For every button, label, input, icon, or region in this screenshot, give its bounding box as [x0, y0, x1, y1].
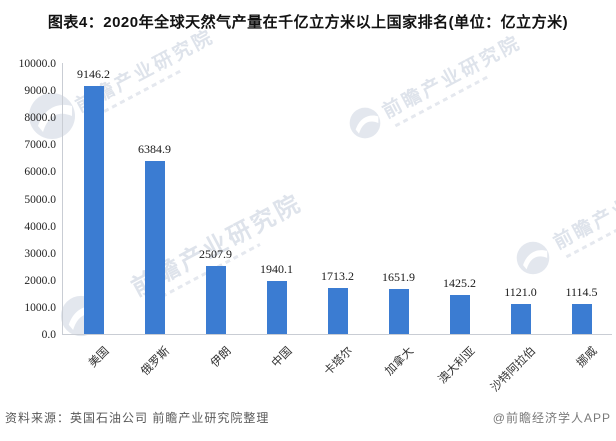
chart-bar [266, 281, 287, 334]
bar-slot: 6384.9 俄罗斯 [124, 63, 185, 378]
chart-bar [388, 289, 409, 334]
y-axis-tick-label: 3000.0 [24, 247, 56, 260]
bar-slot: 1940.1 中国 [246, 63, 307, 369]
bar-value-label: 1713.2 [321, 268, 354, 283]
bar-slot: 1425.2 澳大利亚 [429, 63, 490, 386]
source-note: 资料来源：英国石油公司 前瞻产业研究院整理 [5, 411, 270, 425]
bar-slot: 9146.2 美国 [63, 63, 124, 370]
bar-slot: 1114.5 挪威 [551, 63, 612, 370]
chart-bar [327, 287, 348, 334]
chart-bar [571, 303, 592, 334]
y-axis-tick-label: 10000.0 [18, 58, 56, 70]
bar-value-label: 6384.9 [138, 141, 171, 156]
x-axis-label: 沙特阿拉伯 [488, 345, 539, 395]
chart-bar [144, 160, 165, 334]
x-axis-label: 加拿大 [383, 345, 417, 379]
x-axis-label: 中国 [269, 345, 295, 370]
bar-slot: 1651.9 加拿大 [368, 63, 429, 378]
x-axis-label: 伊朗 [208, 345, 234, 370]
bars-container: 9146.2 美国 6384.9 俄罗斯 2507.9 伊朗 1940.1 中国 1713.2 卡… [63, 63, 612, 395]
bar-value-label: 9146.2 [77, 67, 110, 82]
chart-bar [449, 295, 470, 334]
bar-slot: 1713.2 卡塔尔 [307, 63, 368, 378]
y-axis-tick-label: 6000.0 [24, 166, 56, 179]
y-axis-tick-label: 7000.0 [24, 139, 56, 152]
bar-value-label: 1114.5 [565, 284, 598, 299]
bar-slot: 2507.9 伊朗 [185, 63, 246, 370]
bar-value-label: 1651.9 [382, 270, 415, 285]
y-axis-tick-label: 4000.0 [24, 220, 56, 233]
chart-title: 图表4：2020年全球天然气产量在千亿立方米以上国家排名(单位：亿立方米) [47, 14, 569, 31]
bar-value-label: 2507.9 [199, 247, 232, 262]
bar-value-label: 1121.0 [504, 284, 537, 299]
chart-bar [83, 86, 104, 334]
app-credit: @前瞻经济学人APP [492, 411, 611, 425]
y-axis-tick-label: 1000.0 [24, 301, 56, 314]
bar-value-label: 1425.2 [443, 276, 476, 291]
y-axis-tick-label: 2000.0 [24, 274, 56, 287]
x-axis-label: 俄罗斯 [139, 345, 173, 379]
x-axis-label: 卡塔尔 [322, 345, 356, 379]
chart-bar [205, 266, 226, 334]
y-axis-tick-label: 0.0 [41, 329, 56, 341]
x-axis-label: 挪威 [574, 345, 600, 370]
y-axis-tick-label: 9000.0 [24, 85, 56, 98]
y-axis-tick-label: 5000.0 [24, 193, 56, 206]
plot-area: 0.0 1000.0 2000.0 3000.0 4000.0 5000.0 6000.0 7… [19, 58, 612, 395]
x-axis-label: 美国 [86, 345, 112, 370]
y-axis-tick-label: 8000.0 [24, 112, 56, 125]
bar-slot: 1121.0 沙特阿拉伯 [489, 63, 551, 395]
chart-bar [510, 303, 531, 334]
x-axis-label: 澳大利亚 [436, 345, 478, 387]
bar-value-label: 1940.1 [260, 262, 293, 277]
y-axis: 0.0 1000.0 2000.0 3000.0 4000.0 5000.0 6000.0 7… [19, 58, 612, 341]
